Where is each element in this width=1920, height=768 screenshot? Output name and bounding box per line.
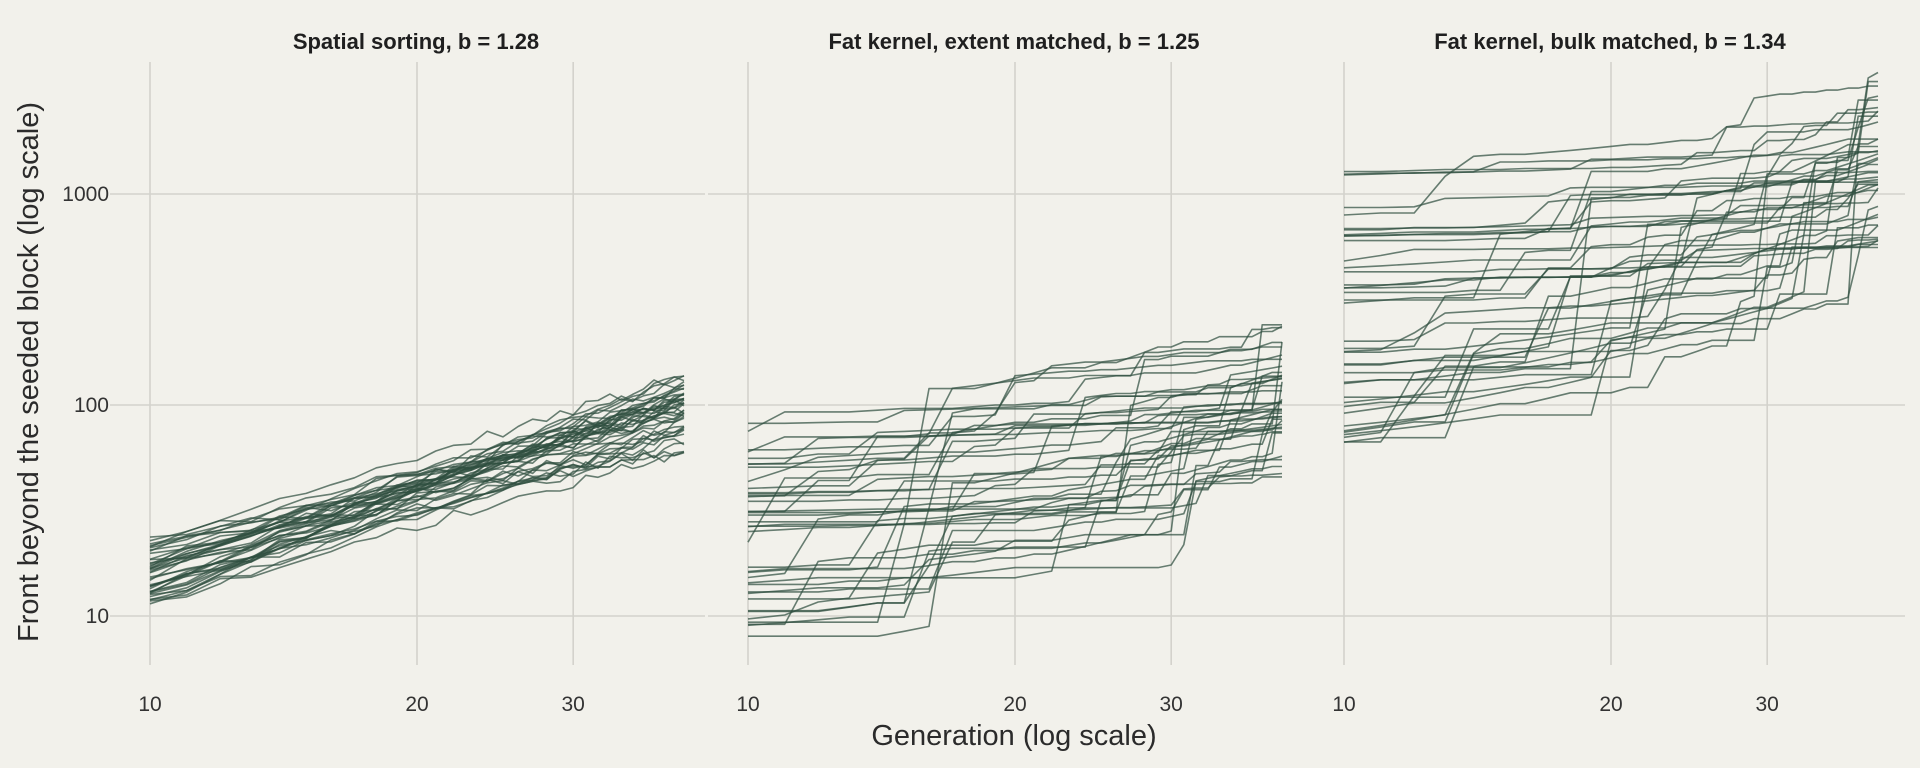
series-line bbox=[747, 476, 1282, 513]
x-tick-label: 10 bbox=[138, 693, 161, 716]
series-line bbox=[747, 365, 1283, 483]
series-line bbox=[1343, 85, 1878, 216]
series-line bbox=[747, 375, 1282, 528]
series-line bbox=[1343, 138, 1878, 304]
series-line bbox=[747, 427, 1282, 595]
series-line bbox=[1344, 170, 1878, 209]
panel-title: Spatial sorting, b = 1.28 bbox=[293, 29, 539, 54]
series-line bbox=[747, 326, 1282, 433]
series-line bbox=[1344, 178, 1879, 242]
series-line bbox=[1343, 183, 1878, 237]
x-tick-label: 20 bbox=[1003, 693, 1026, 716]
series-line bbox=[149, 399, 685, 570]
x-tick-label: 20 bbox=[1599, 693, 1622, 716]
series-line bbox=[149, 398, 685, 548]
series-line bbox=[149, 451, 685, 601]
x-tick-label: 30 bbox=[1756, 693, 1779, 716]
x-tick-label: 20 bbox=[405, 693, 428, 716]
panel-1: Spatial sorting, b = 1.28 10 20 30 10 100 1000 bbox=[62, 29, 705, 716]
series-line bbox=[1343, 99, 1878, 414]
panel-3: Fat kernel, bulk matched, b = 1.34 10 20 30 bbox=[1304, 29, 1905, 716]
series-line bbox=[149, 433, 685, 601]
series-line bbox=[1343, 145, 1878, 408]
x-tick-label: 10 bbox=[736, 693, 759, 716]
series-line bbox=[748, 465, 1282, 600]
series-line bbox=[1344, 171, 1878, 294]
series-line bbox=[1344, 216, 1879, 350]
series-line bbox=[149, 388, 685, 568]
series-line bbox=[1344, 106, 1879, 173]
series-line bbox=[149, 374, 685, 542]
series-line bbox=[748, 426, 1283, 494]
series-line bbox=[748, 341, 1283, 637]
series-line bbox=[1343, 163, 1878, 385]
series-line bbox=[747, 341, 1282, 543]
series-line bbox=[748, 419, 1283, 503]
y-tick-label: 1000 bbox=[62, 183, 109, 206]
series-line bbox=[748, 375, 1283, 425]
panel-title: Fat kernel, extent matched, b = 1.25 bbox=[828, 29, 1199, 54]
series-line bbox=[748, 390, 1282, 460]
panel-title: Fat kernel, bulk matched, b = 1.34 bbox=[1434, 29, 1786, 54]
series-line bbox=[1343, 138, 1879, 439]
x-tick-label: 30 bbox=[1160, 693, 1183, 716]
series-line bbox=[1343, 149, 1879, 269]
series-line bbox=[1343, 111, 1878, 176]
series-line bbox=[748, 423, 1283, 516]
series-line bbox=[1344, 95, 1879, 231]
series-line bbox=[747, 415, 1283, 490]
series-line bbox=[1344, 189, 1878, 301]
series-line bbox=[1343, 71, 1879, 432]
x-tick-label: 30 bbox=[562, 693, 585, 716]
series-line bbox=[747, 455, 1283, 627]
series-line bbox=[149, 425, 685, 570]
y-axis-title: Front beyond the seeded block (log scale… bbox=[13, 102, 45, 642]
series-line bbox=[748, 412, 1282, 626]
panel-2: Fat kernel, extent matched, b = 1.25 10 20… bbox=[708, 29, 1304, 716]
series-line bbox=[1343, 151, 1878, 236]
series-line bbox=[149, 387, 685, 571]
series-line bbox=[149, 394, 685, 596]
y-tick-label: 10 bbox=[86, 605, 109, 628]
series-line bbox=[748, 431, 1282, 593]
x-axis-title: Generation (log scale) bbox=[871, 720, 1156, 752]
series-line bbox=[1343, 205, 1879, 427]
series-line bbox=[1344, 153, 1879, 365]
series-line bbox=[1343, 236, 1878, 353]
series-line bbox=[1344, 224, 1878, 374]
series-line bbox=[1344, 240, 1879, 342]
series-line bbox=[149, 449, 685, 538]
series-line bbox=[149, 417, 685, 595]
series-line bbox=[1343, 243, 1878, 384]
series-line bbox=[1343, 121, 1879, 289]
x-tick-label: 10 bbox=[1332, 693, 1355, 716]
y-tick-label: 100 bbox=[74, 394, 109, 417]
series-line bbox=[748, 458, 1282, 514]
series-line bbox=[748, 358, 1282, 451]
series-line bbox=[747, 400, 1283, 573]
series-line bbox=[149, 402, 685, 573]
series-line bbox=[149, 429, 685, 593]
series-line bbox=[1343, 224, 1879, 262]
series-line bbox=[1344, 158, 1879, 398]
